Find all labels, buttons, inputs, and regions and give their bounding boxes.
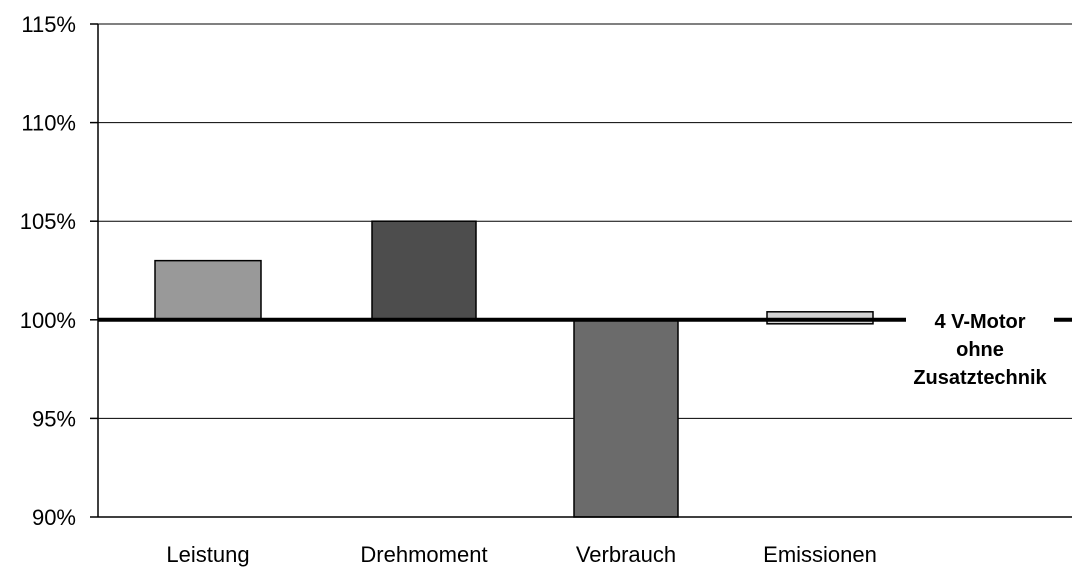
y-tick-label: 115% — [21, 12, 76, 37]
y-tick-label: 100% — [20, 308, 76, 333]
bars — [154, 220, 874, 518]
y-tick-label: 105% — [20, 209, 76, 234]
x-tick-label: Emissionen — [763, 542, 877, 567]
bar-drehmoment — [371, 220, 477, 321]
y-tick-labels: 90% 95% 100% 105% 110% 115% — [20, 12, 76, 530]
annotation-line: Zusatztechnik — [913, 367, 1047, 389]
y-tick-label: 110% — [21, 111, 76, 136]
baseline-annotation: 4 V-Motor ohne Zusatztechnik — [913, 311, 1047, 389]
x-tick-label: Verbrauch — [576, 542, 676, 567]
bar-leistung — [154, 259, 262, 321]
x-tick-label: Drehmoment — [360, 542, 487, 567]
annotation-line: 4 V-Motor — [934, 311, 1025, 333]
y-tick-label: 90% — [32, 505, 76, 530]
axes — [90, 23, 1072, 518]
annotation-line: ohne — [956, 339, 1004, 361]
bar-verbrauch — [573, 319, 679, 518]
category-labels: Leistung Drehmoment Verbrauch Emissionen — [166, 542, 876, 567]
y-tick-label: 95% — [32, 406, 76, 431]
x-tick-label: Leistung — [166, 542, 249, 567]
